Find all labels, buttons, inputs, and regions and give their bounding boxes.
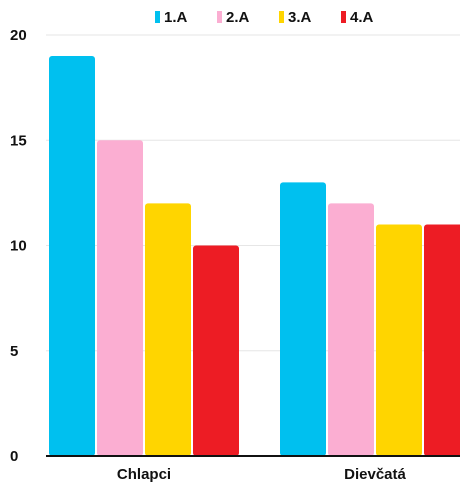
x-axis-categories: Chlapci Dievčatá [117,466,407,483]
x-category-label: Chlapci [117,466,171,483]
legend-label: 4.A [350,9,374,26]
legend-label: 2.A [226,9,250,26]
legend-label: 1.A [164,9,188,26]
bar [280,182,326,456]
bar [145,203,191,456]
bar [193,245,239,456]
legend: 1.A 2.A 3.A 4.A [155,9,374,26]
bar [328,203,374,456]
y-axis-ticks: 0 5 10 15 20 [10,27,27,465]
legend-swatch [341,11,346,23]
legend-label: 3.A [288,9,312,26]
x-category-label: Dievčatá [344,466,406,483]
bars [49,56,460,457]
legend-swatch [155,11,160,23]
y-tick-label: 10 [10,238,27,255]
y-tick-label: 15 [10,132,27,149]
y-tick-label: 5 [10,343,18,360]
bar [376,224,422,456]
y-tick-label: 0 [10,448,18,465]
bar [97,140,143,456]
bar [424,224,460,456]
legend-swatch [217,11,222,23]
legend-swatch [279,11,284,23]
y-tick-label: 20 [10,27,27,44]
bar [49,56,95,457]
